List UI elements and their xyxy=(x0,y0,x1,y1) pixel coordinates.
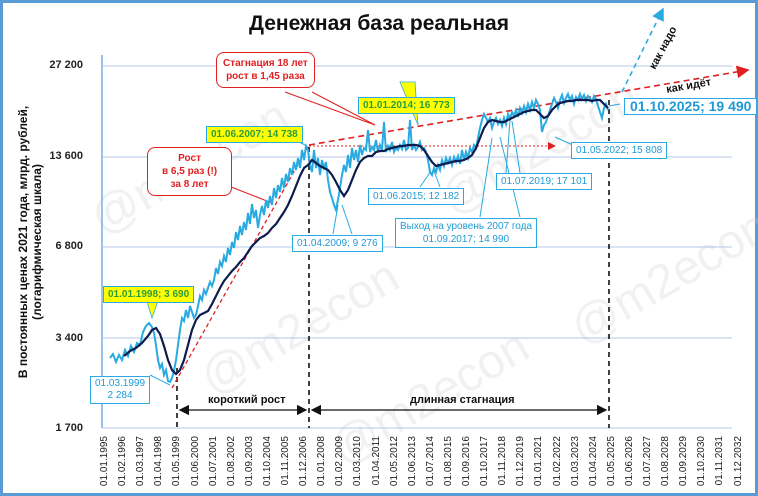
growth-trendline xyxy=(171,144,310,389)
long-stagnation-label: длинная стагнация xyxy=(410,394,515,406)
series-monthly xyxy=(109,91,609,384)
x-tick: 01.12.2006 xyxy=(298,436,310,487)
x-tick: 01.05.2025 xyxy=(605,436,617,487)
x-tick: 01.01.2021 xyxy=(533,436,545,487)
series-smoothed xyxy=(123,98,609,376)
x-tick: 01.06.2013 xyxy=(406,436,418,487)
x-tick: 01.07.2001 xyxy=(207,436,219,487)
x-tick: 01.09.2029 xyxy=(678,436,690,487)
callout-1999-value: 2 284 xyxy=(107,390,133,401)
trend-how-needed xyxy=(621,7,664,93)
x-tick: 01.04.1998 xyxy=(153,436,165,487)
callout-2015: 01.06.2015; 12 182 xyxy=(368,188,465,205)
y-tick: 13 600 xyxy=(49,150,83,162)
callout-1999-date: 01.03.1999 xyxy=(95,378,146,389)
x-tick: 01.10.2017 xyxy=(479,436,491,487)
x-tick: 01.03.2023 xyxy=(569,436,581,487)
x-tick: 01.08.2002 xyxy=(225,436,237,487)
callout-2025-latest: 01.10.2025; 19 490 xyxy=(624,98,758,115)
callout-2009: 01.04.2009; 9 276 xyxy=(292,235,383,252)
x-tick: 01.05.2012 xyxy=(388,436,400,487)
x-tick: 01.11.2031 xyxy=(714,436,726,486)
callout-1999: 01.03.1999 2 284 xyxy=(90,376,151,404)
y-tick: 27 200 xyxy=(49,59,83,71)
x-tick: 01.02.2022 xyxy=(551,436,563,487)
callout-2019: 01.07.2019; 17 101 xyxy=(496,173,593,190)
y-tick: 3 400 xyxy=(55,332,83,344)
callout-2017-text: Выход на уровень 2007 года xyxy=(400,221,533,232)
x-tick: 01.04.2024 xyxy=(587,436,599,487)
growth-line2: в 6,5 раз (!) xyxy=(162,166,218,177)
x-tick: 01.07.2014 xyxy=(424,436,436,487)
callout-2017-value: 01.09.2017; 14 990 xyxy=(422,234,510,245)
callout-2022: 01.05.2022; 15 808 xyxy=(571,142,668,159)
x-tick: 01.02.2009 xyxy=(334,436,346,487)
growth-line3: за 8 лет xyxy=(170,179,209,190)
x-tick: 01.09.2016 xyxy=(461,436,472,487)
x-tick: 01.08.2015 xyxy=(442,436,454,487)
short-growth-label: короткий рост xyxy=(208,394,286,406)
x-tick: 01.12.2032 xyxy=(732,436,744,487)
x-tick: 01.11.2018 xyxy=(497,436,509,486)
callout-2017: Выход на уровень 2007 года 01.09.2017; 1… xyxy=(395,218,538,248)
x-tick: 01.03.2010 xyxy=(352,436,364,487)
growth-line1: Рост xyxy=(178,153,201,164)
y-tick: 6 800 xyxy=(55,240,83,252)
x-tick: 01.11.2005 xyxy=(280,436,291,486)
x-tick: 01.04.2011 xyxy=(370,436,382,486)
stagnation-line2: рост в 1,45 раза xyxy=(226,71,305,82)
callout-1998: 01.01.1998; 3 690 xyxy=(103,286,195,303)
callout-stagnation: Стагнация 18 лет рост в 1,45 раза xyxy=(216,52,315,88)
chart-title: Денежная база реальная xyxy=(249,12,509,35)
x-tick: 01.09.2003 xyxy=(243,436,255,487)
callout-2014: 01.01.2014; 16 773 xyxy=(358,97,455,114)
x-tick: 01.01.2008 xyxy=(316,436,328,487)
x-tick: 01.06.2026 xyxy=(623,436,635,487)
x-tick: 01.05.1999 xyxy=(171,436,183,487)
x-tick: 01.07.2027 xyxy=(642,436,653,487)
x-tick: 01.06.2000 xyxy=(189,436,201,487)
x-tick: 01.01.1995 xyxy=(99,436,110,487)
stagnation-line1: Стагнация 18 лет xyxy=(223,58,308,69)
x-tick: 01.08.2028 xyxy=(660,436,672,487)
y-tick: 1 700 xyxy=(55,422,83,434)
x-tick: 01.10.2004 xyxy=(261,436,273,487)
x-tick: 01.12.2019 xyxy=(515,436,527,487)
callout-growth: Рост в 6,5 раз (!) за 8 лет xyxy=(147,147,233,196)
x-tick: 01.03.1997 xyxy=(135,436,147,487)
x-tick: 01.02.1996 xyxy=(117,436,129,487)
callout-2007: 01.06.2007; 14 738 xyxy=(206,126,303,143)
x-tick: 01.10.2030 xyxy=(696,436,708,487)
